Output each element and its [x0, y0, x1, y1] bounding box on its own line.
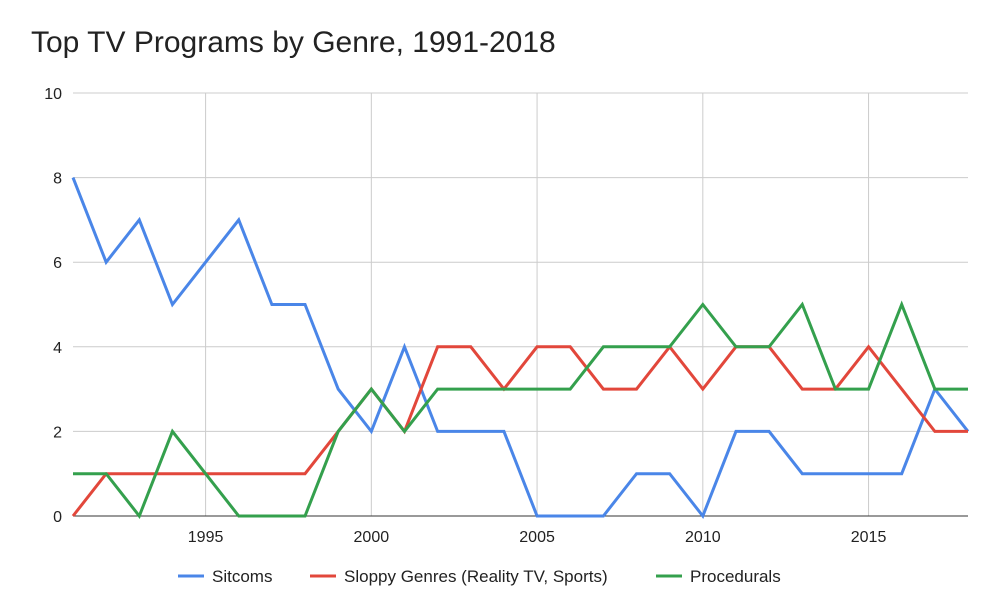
x-tick-label: 1995	[188, 529, 224, 546]
legend: Sitcoms Sloppy Genres (Reality TV, Sports…	[178, 567, 781, 586]
legend-label-2: Procedurals	[690, 567, 781, 586]
series-line-1	[71, 344, 968, 517]
y-tick-label: 2	[53, 424, 62, 441]
x-tick-label: 2005	[519, 529, 555, 546]
y-tick-label: 6	[53, 255, 62, 272]
y-tick-label: 8	[53, 171, 62, 188]
y-tick-label: 4	[53, 340, 62, 357]
series-lines	[71, 177, 970, 519]
y-tick-label: 10	[44, 86, 62, 103]
x-tick-label: 2010	[685, 529, 721, 546]
legend-label-1: Sloppy Genres (Reality TV, Sports)	[344, 567, 608, 586]
grid	[73, 92, 968, 516]
y-tick-label: 0	[53, 509, 62, 526]
axes: 0 2 4 6 8 10 1995 2000 2005 2010 2015	[44, 86, 968, 546]
chart-title: Top TV Programs by Genre, 1991-2018	[31, 26, 556, 59]
x-tick-label: 2000	[354, 529, 390, 546]
x-tick-label: 2015	[851, 529, 887, 546]
series-line-2	[73, 300, 968, 519]
legend-label-0: Sitcoms	[212, 567, 272, 586]
series-line-0	[71, 177, 970, 519]
